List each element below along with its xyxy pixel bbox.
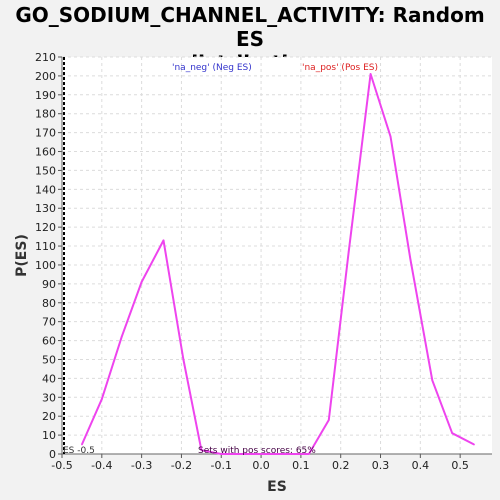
data-point [308,453,310,455]
y-tick-label: 210 [35,51,56,64]
y-tick-label: 100 [35,259,56,272]
es-marker-label: ES -0.5 [63,446,95,456]
x-tick-label: -0.3 [131,459,152,472]
y-tick-label: 190 [35,89,56,102]
data-point [451,432,453,435]
data-point [101,398,103,400]
chart-title-line-1: GO_SODIUM_CHANNEL_ACTIVITY: Random ES [15,3,485,51]
data-point [162,239,165,242]
y-tick-label: 80 [42,297,56,310]
y-axis-title: P(ES) [14,234,30,277]
y-tick-label: 140 [35,183,56,196]
y-tick-label: 120 [35,221,56,234]
plot-area [62,57,492,454]
sets-pos-scores-label: Sets with pos scores: 65% [198,446,316,456]
y-tick-label: 200 [35,70,56,83]
y-tick-label: 110 [35,240,56,253]
data-point [369,73,372,75]
data-point [409,258,412,261]
y-tick-label: 50 [42,353,56,366]
data-point [200,449,203,452]
data-point [473,443,475,446]
x-tick-label: -0.4 [91,459,112,472]
x-tick-label: 0.2 [332,459,350,472]
data-point [389,135,392,138]
neg-set-label: 'na_neg' (Neg ES) [172,63,252,73]
y-tick-label: 0 [49,448,56,461]
pos-set-label: 'na_pos' (Pos ES) [302,63,378,73]
y-tick-label: 170 [35,127,56,140]
x-tick-label: -0.1 [211,459,232,472]
x-tick-label: -0.2 [171,459,192,472]
x-tick-label: 0.5 [451,459,469,472]
data-point [431,379,434,382]
y-tick-label: 180 [35,108,56,121]
x-tick-label: 0.3 [372,459,390,472]
data-point [347,250,350,253]
x-tick-label: 0.4 [412,459,430,472]
x-axis-title: ES [267,479,287,495]
x-tick-label: -0.5 [51,459,72,472]
data-point [120,335,123,338]
y-tick-label: 90 [42,278,56,291]
data-point [140,281,143,283]
y-tick-label: 40 [42,372,56,385]
y-tick-label: 70 [42,316,56,329]
y-tick-label: 130 [35,202,56,215]
data-point [220,453,223,455]
data-point [327,419,330,421]
y-tick-label: 10 [42,429,56,442]
x-tick-label: 0.0 [252,459,270,472]
data-point [81,443,83,446]
y-tick-label: 30 [42,391,56,404]
y-tick-label: 150 [35,164,56,177]
y-tick-label: 20 [42,410,56,423]
y-tick-label: 60 [42,335,56,348]
x-tick-label: 0.1 [292,459,310,472]
data-point [182,358,185,361]
y-tick-label: 160 [35,146,56,159]
